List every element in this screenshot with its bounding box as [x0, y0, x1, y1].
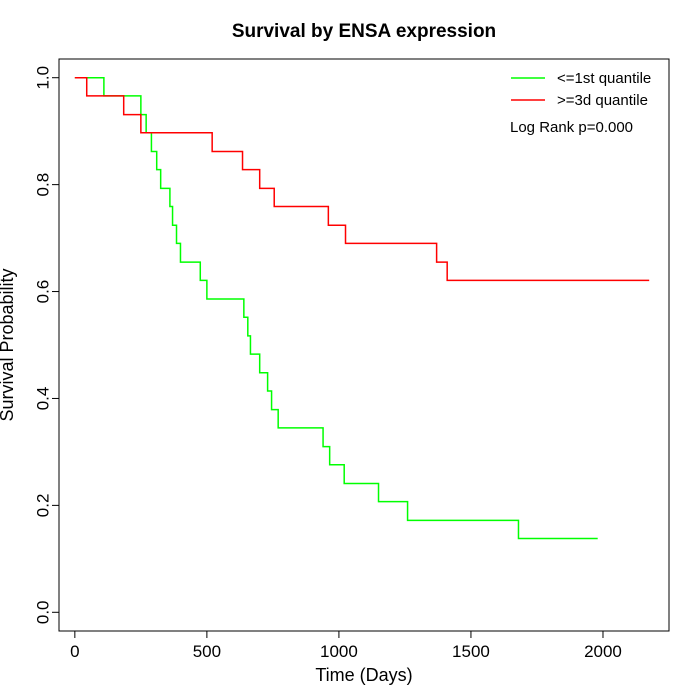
y-tick-label: 0.0: [34, 600, 53, 624]
y-axis-title: Survival Probability: [0, 268, 17, 421]
plot-frame: [58, 58, 670, 632]
y-tick-label: 0.4: [34, 387, 53, 411]
series-layer: [74, 76, 650, 540]
x-tick-label: 500: [193, 642, 221, 661]
x-axis: 0 500 1000 1500 2000: [70, 630, 622, 661]
legend-label-high: >=3d quantile: [557, 92, 648, 109]
y-axis: 0.0 0.2 0.4 0.6 0.8 1.0: [34, 66, 60, 624]
x-tick-label: 0: [70, 642, 79, 661]
x-tick-label: 2000: [584, 642, 622, 661]
x-axis-title: Time (Days): [315, 665, 412, 685]
x-tick-label: 1000: [320, 642, 358, 661]
survival-curve-low-quantile: [74, 76, 598, 540]
legend: <=1st quantile >=3d quantile Log Rank p=…: [510, 70, 651, 136]
y-tick-label: 0.6: [34, 280, 53, 304]
y-tick-label: 0.2: [34, 494, 53, 518]
y-tick-label: 1.0: [34, 66, 53, 90]
y-tick-label: 0.8: [34, 173, 53, 197]
chart-title: Survival by ENSA expression: [232, 21, 496, 42]
log-rank-annotation: Log Rank p=0.000: [510, 119, 633, 136]
legend-label-low: <=1st quantile: [557, 70, 651, 87]
x-tick-label: 1500: [452, 642, 490, 661]
survival-curve-high-quantile: [74, 76, 650, 282]
